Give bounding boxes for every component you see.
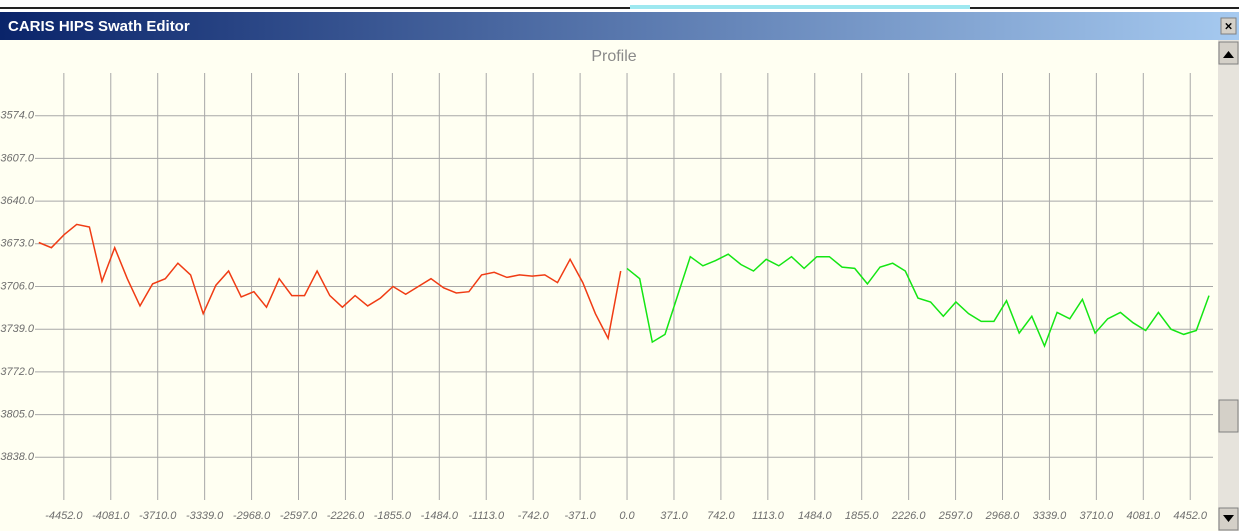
- x-tick-label: 1113.0: [752, 510, 785, 522]
- x-tick-label: 1484.0: [798, 510, 833, 522]
- x-tick-label: -1484.0: [421, 510, 459, 522]
- y-tick-label: 3805.0: [0, 409, 35, 421]
- x-tick-label: -3710.0: [139, 510, 177, 522]
- y-tick-label: 3607.0: [0, 152, 35, 164]
- scroll-thumb[interactable]: [1218, 399, 1239, 433]
- x-tick-label: -2968.0: [233, 510, 271, 522]
- x-tick-label: 742.0: [707, 510, 735, 522]
- top-strip: [0, 0, 1239, 12]
- y-tick-label: 3706.0: [0, 280, 35, 292]
- title-bar: [0, 12, 1239, 40]
- x-tick-label: 3339.0: [1033, 510, 1068, 522]
- y-tick-label: 3640.0: [0, 195, 35, 207]
- x-tick-label: 4452.0: [1173, 510, 1208, 522]
- x-tick-label: 2226.0: [891, 510, 927, 522]
- chart-title: Profile: [591, 48, 636, 65]
- x-tick-label: -4452.0: [45, 510, 83, 522]
- y-tick-label: 3574.0: [0, 110, 35, 122]
- close-icon[interactable]: ×: [1225, 18, 1233, 33]
- x-tick-label: 0.0: [619, 510, 635, 522]
- plot-panel: [0, 40, 1218, 531]
- x-tick-label: -2597.0: [280, 510, 318, 522]
- x-tick-label: 2597.0: [938, 510, 974, 522]
- x-tick-label: -2226.0: [327, 510, 365, 522]
- x-tick-label: 2968.0: [985, 510, 1021, 522]
- x-tick-label: 1855.0: [845, 510, 880, 522]
- profile-line: [38, 223, 622, 341]
- x-tick-label: 371.0: [660, 510, 688, 522]
- y-tick-label: 3838.0: [0, 451, 35, 463]
- scrollbar[interactable]: [1218, 40, 1239, 531]
- up-arrow: [1223, 51, 1234, 58]
- x-tick-label: -1113.0: [468, 510, 505, 522]
- x-tick-label: -3339.0: [186, 510, 224, 522]
- down-arrow: [1223, 515, 1234, 522]
- window-title: CARIS HIPS Swath Editor: [8, 18, 190, 35]
- x-tick-label: -1855.0: [374, 510, 412, 522]
- x-tick-label: -742.0: [518, 510, 550, 522]
- close-button[interactable]: [1220, 17, 1237, 35]
- x-tick-label: -371.0: [565, 510, 597, 522]
- x-tick-label: -4081.0: [92, 510, 130, 522]
- x-tick-label: 4081.0: [1126, 510, 1161, 522]
- y-tick-label: 3673.0: [0, 238, 35, 250]
- y-tick-label: 3739.0: [0, 323, 35, 335]
- x-tick-label: 3710.0: [1080, 510, 1115, 522]
- y-tick-label: 3772.0: [0, 366, 35, 378]
- strip-highlight: [630, 5, 970, 9]
- profile-line: [626, 253, 1210, 349]
